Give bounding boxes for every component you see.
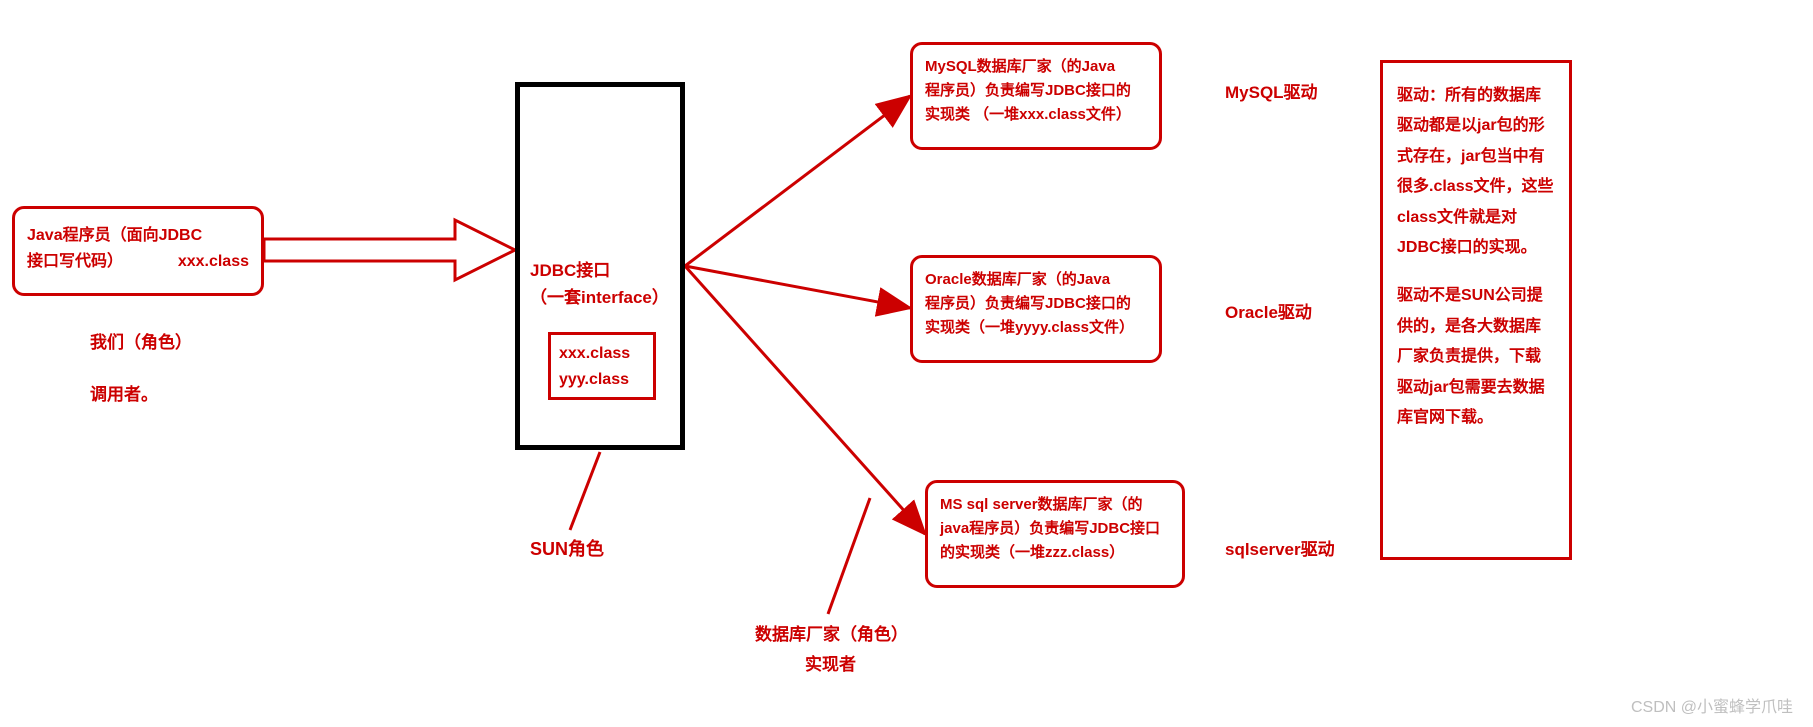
label-sun-role: SUN角色	[530, 535, 604, 561]
node-jdbc-inner-classes: xxx.class yyy.class	[548, 332, 656, 400]
label-oracle-driver: Oracle驱动	[1225, 298, 1312, 323]
mysql-line2: 程序员）负责编写JDBC接口的	[925, 79, 1147, 103]
node-driver-explanation: 驱动：所有的数据库驱动都是以jar包的形式存在，jar包当中有很多.class文…	[1380, 60, 1572, 560]
jdbc-inner-line1: xxx.class	[559, 341, 645, 367]
programmer-class-label: xxx.class	[158, 249, 249, 275]
jdbc-title: JDBC接口	[530, 257, 670, 284]
label-implementer: 实现者	[805, 650, 856, 675]
oracle-line3: 实现类（一堆yyyy.class文件）	[925, 316, 1147, 340]
arrow-jdbc-to-mssql	[685, 266, 925, 534]
side-para2: 驱动不是SUN公司提供的，是各大数据库厂家负责提供，下载驱动jar包需要去数据库…	[1397, 281, 1555, 433]
mysql-line3: 实现类 （一堆xxx.class文件）	[925, 103, 1147, 127]
jdbc-subtitle: （一套interface）	[530, 284, 670, 311]
line-sun-role	[570, 452, 600, 530]
mssql-line3: 的实现类（一堆zzz.class）	[940, 541, 1170, 565]
node-oracle-vendor: Oracle数据库厂家（的Java 程序员）负责编写JDBC接口的 实现类（一堆…	[910, 255, 1162, 363]
label-sqlserver-driver: sqlserver驱动	[1225, 535, 1335, 560]
mssql-line1: MS sql server数据库厂家（的	[940, 493, 1170, 517]
programmer-text-line2: 接口写代码）	[27, 249, 123, 275]
arrow-jdbc-to-oracle	[685, 266, 910, 308]
line-vendor-role	[828, 498, 870, 614]
label-caller: 调用者。	[90, 380, 158, 405]
side-spacer	[1397, 263, 1555, 281]
oracle-line1: Oracle数据库厂家（的Java	[925, 268, 1147, 292]
mysql-line1: MySQL数据库厂家（的Java	[925, 55, 1147, 79]
oracle-line2: 程序员）负责编写JDBC接口的	[925, 292, 1147, 316]
label-mysql-driver: MySQL驱动	[1225, 78, 1318, 103]
side-para1: 驱动：所有的数据库驱动都是以jar包的形式存在，jar包当中有很多.class文…	[1397, 81, 1555, 263]
jdbc-inner-line2: yyy.class	[559, 367, 645, 393]
node-mssql-vendor: MS sql server数据库厂家（的 java程序员）负责编写JDBC接口 …	[925, 480, 1185, 588]
arrow-programmer-to-jdbc	[264, 220, 515, 280]
label-vendor-role: 数据库厂家（角色）	[755, 620, 908, 645]
node-mysql-vendor: MySQL数据库厂家（的Java 程序员）负责编写JDBC接口的 实现类 （一堆…	[910, 42, 1162, 150]
programmer-text-line1: Java程序员（面向JDBC	[27, 223, 249, 249]
node-java-programmer: Java程序员（面向JDBC 接口写代码） xxx.class	[12, 206, 264, 296]
label-our-role: 我们（角色）	[90, 328, 192, 353]
arrow-jdbc-to-mysql	[685, 96, 910, 266]
mssql-line2: java程序员）负责编写JDBC接口	[940, 517, 1170, 541]
watermark-text: CSDN @小蜜蜂学爪哇	[1631, 693, 1793, 717]
